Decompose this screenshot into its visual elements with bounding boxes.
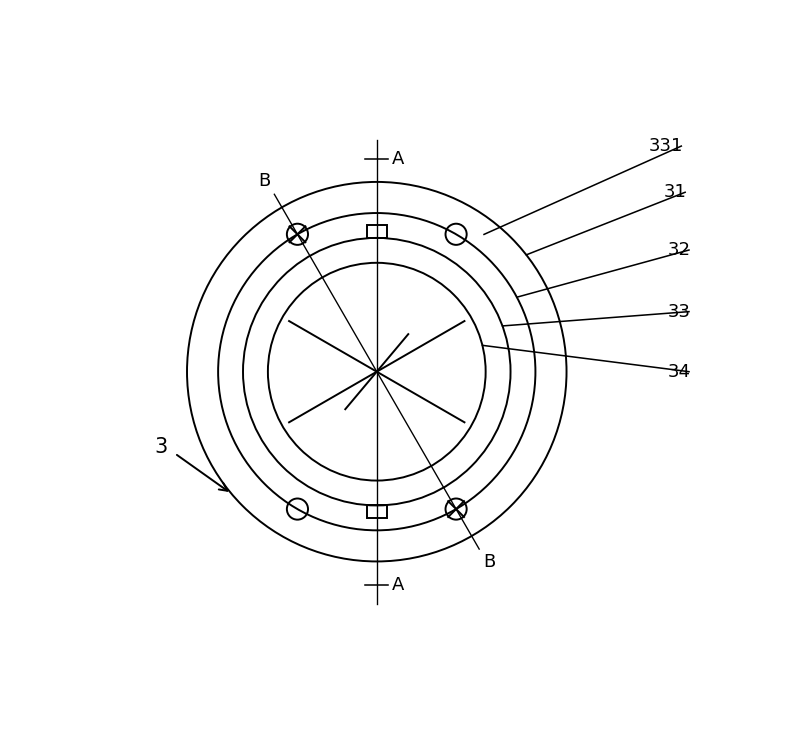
- Text: A: A: [392, 150, 405, 168]
- Text: B: B: [259, 172, 271, 191]
- Text: 3: 3: [154, 437, 167, 457]
- Text: 33: 33: [667, 302, 691, 321]
- Text: A: A: [392, 576, 405, 593]
- Text: 31: 31: [664, 183, 687, 201]
- Text: 331: 331: [649, 137, 683, 155]
- Text: B: B: [483, 553, 495, 571]
- Bar: [367, 225, 387, 238]
- Text: 34: 34: [667, 363, 691, 381]
- Bar: [367, 506, 387, 518]
- Text: 32: 32: [667, 241, 691, 259]
